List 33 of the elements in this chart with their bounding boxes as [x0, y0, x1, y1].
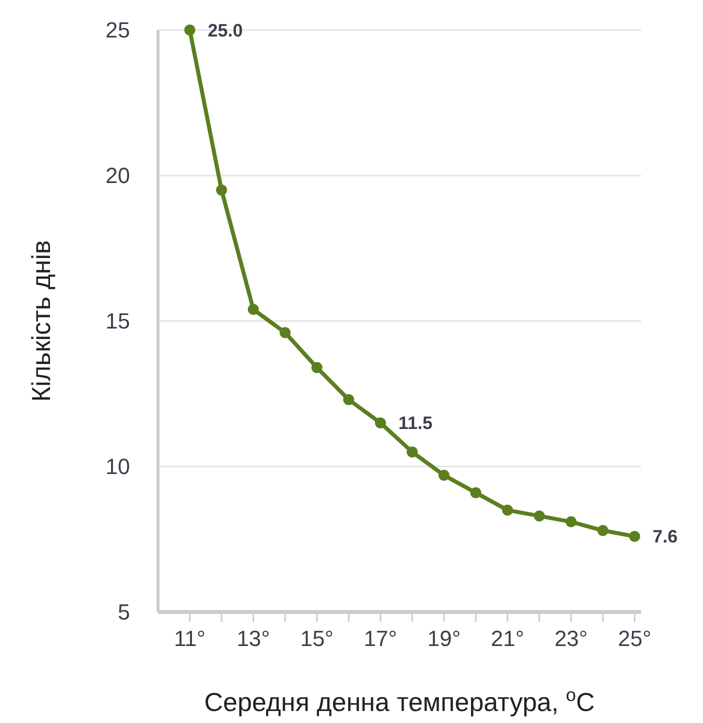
x-axis-title: Середня денна температура, $^{o}$C [204, 685, 595, 717]
point [534, 510, 545, 522]
point [311, 362, 322, 374]
point [470, 487, 482, 498]
x-tick-label: 17° [364, 626, 398, 651]
x-tick-label: 19° [427, 626, 461, 651]
x-tick-label: 23° [554, 626, 588, 651]
point [438, 470, 450, 481]
point [597, 525, 608, 536]
y-tick-label: 15 [106, 308, 130, 334]
point [629, 530, 640, 542]
y-axis-title: Кількість днів [26, 240, 56, 402]
point [566, 516, 577, 528]
x-tick-label: 25° [618, 626, 652, 651]
data-label: 25.0 [208, 20, 243, 40]
point [374, 417, 386, 428]
y-tick-label: 5 [118, 600, 130, 625]
point [184, 24, 196, 36]
y-tick-label: 20 [106, 163, 130, 188]
point [216, 184, 228, 196]
x-tick-label: 13° [236, 626, 270, 651]
data-label: 11.5 [398, 413, 432, 434]
point [502, 504, 514, 516]
x-tick-label: 11° [174, 626, 206, 651]
point [248, 304, 259, 315]
y-tick-label: 25 [106, 18, 130, 43]
x-tick-label: 21° [490, 626, 524, 651]
point [280, 327, 291, 338]
y-tick-label: 10 [106, 454, 130, 480]
data-label: 7.6 [652, 526, 678, 547]
point [343, 394, 354, 406]
point [406, 446, 418, 458]
x-tick-label: 15° [300, 626, 334, 651]
